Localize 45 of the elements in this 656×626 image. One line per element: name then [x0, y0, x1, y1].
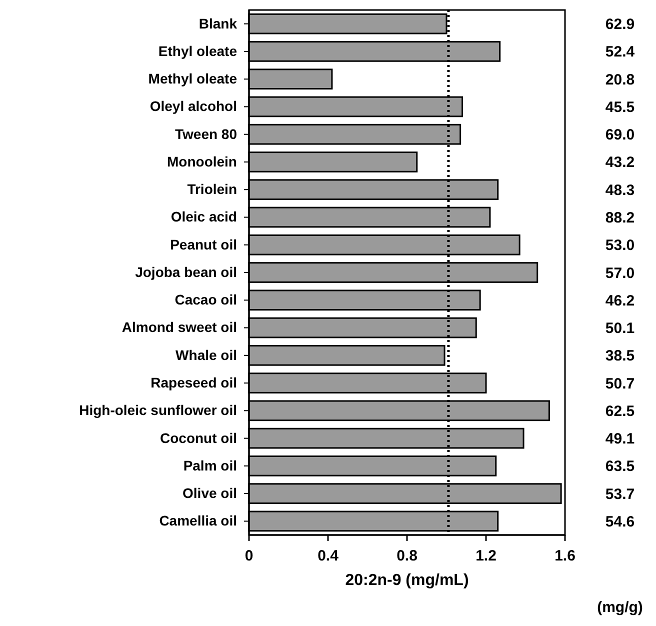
y-tick-label: Peanut oil [170, 236, 237, 252]
y-tick-label: Oleyl alcohol [150, 98, 237, 114]
x-tick-label: 0 [244, 548, 254, 564]
text: 69.0 [605, 126, 635, 144]
y-tick-label: Jojoba bean oil [135, 264, 237, 280]
x-tick-label: 0.4 [318, 548, 340, 564]
x-tick-label: 1.6 [554, 548, 576, 564]
y-tick-label: Blank [198, 15, 238, 32]
y-tick-label: Coconut oil [160, 430, 237, 446]
y-tick-label: Almond sweet oil [122, 319, 237, 336]
text: 43.2 [605, 154, 635, 172]
text: 46.2 [605, 292, 635, 310]
text: 54.6 [605, 513, 635, 530]
text: 63.5 [605, 458, 635, 476]
text: 48.3 [605, 182, 635, 199]
y-tick-label: Monoolein [167, 153, 237, 170]
text: 52.4 [605, 44, 636, 61]
y-tick-label: Methyl oleate [148, 70, 238, 87]
y-tick-label: Palm oil [183, 457, 237, 474]
x-tick-label: 0.8 [396, 548, 418, 564]
y-tick-label: Camellia oil [159, 512, 237, 529]
y-tick-label: Whale oil [176, 346, 237, 363]
text: 53.7 [605, 486, 635, 503]
y-tick-label: Rapeseed oil [150, 374, 237, 391]
x-axis-title: 20:2n-9 (mg/mL) [345, 572, 469, 589]
text: (mg/g) [597, 599, 643, 616]
y-tick-label: Cacao oil [174, 292, 237, 308]
x-tick-label: 1.2 [476, 548, 496, 564]
y-tick-label: Oleic acid [170, 208, 237, 225]
y-tick-label: Tween 80 [175, 126, 238, 142]
text: 88.2 [605, 209, 635, 226]
text: 57.0 [605, 264, 635, 282]
y-tick-label: Ethyl oleate [158, 42, 238, 59]
text: 45.5 [605, 98, 635, 116]
y-tick-label: Olive oil [182, 485, 237, 502]
text: 50.7 [605, 375, 635, 392]
y-tick-label: Triolein [187, 181, 237, 198]
text: 53.0 [605, 237, 635, 254]
text: 62.9 [605, 16, 635, 34]
text: 49.1 [605, 430, 635, 448]
text: 62.5 [605, 402, 635, 420]
y-tick-label: High-oleic sunflower oil [79, 402, 237, 418]
text: 38.5 [605, 348, 635, 365]
text: 20.8 [605, 71, 635, 88]
text: 50.1 [605, 320, 635, 338]
